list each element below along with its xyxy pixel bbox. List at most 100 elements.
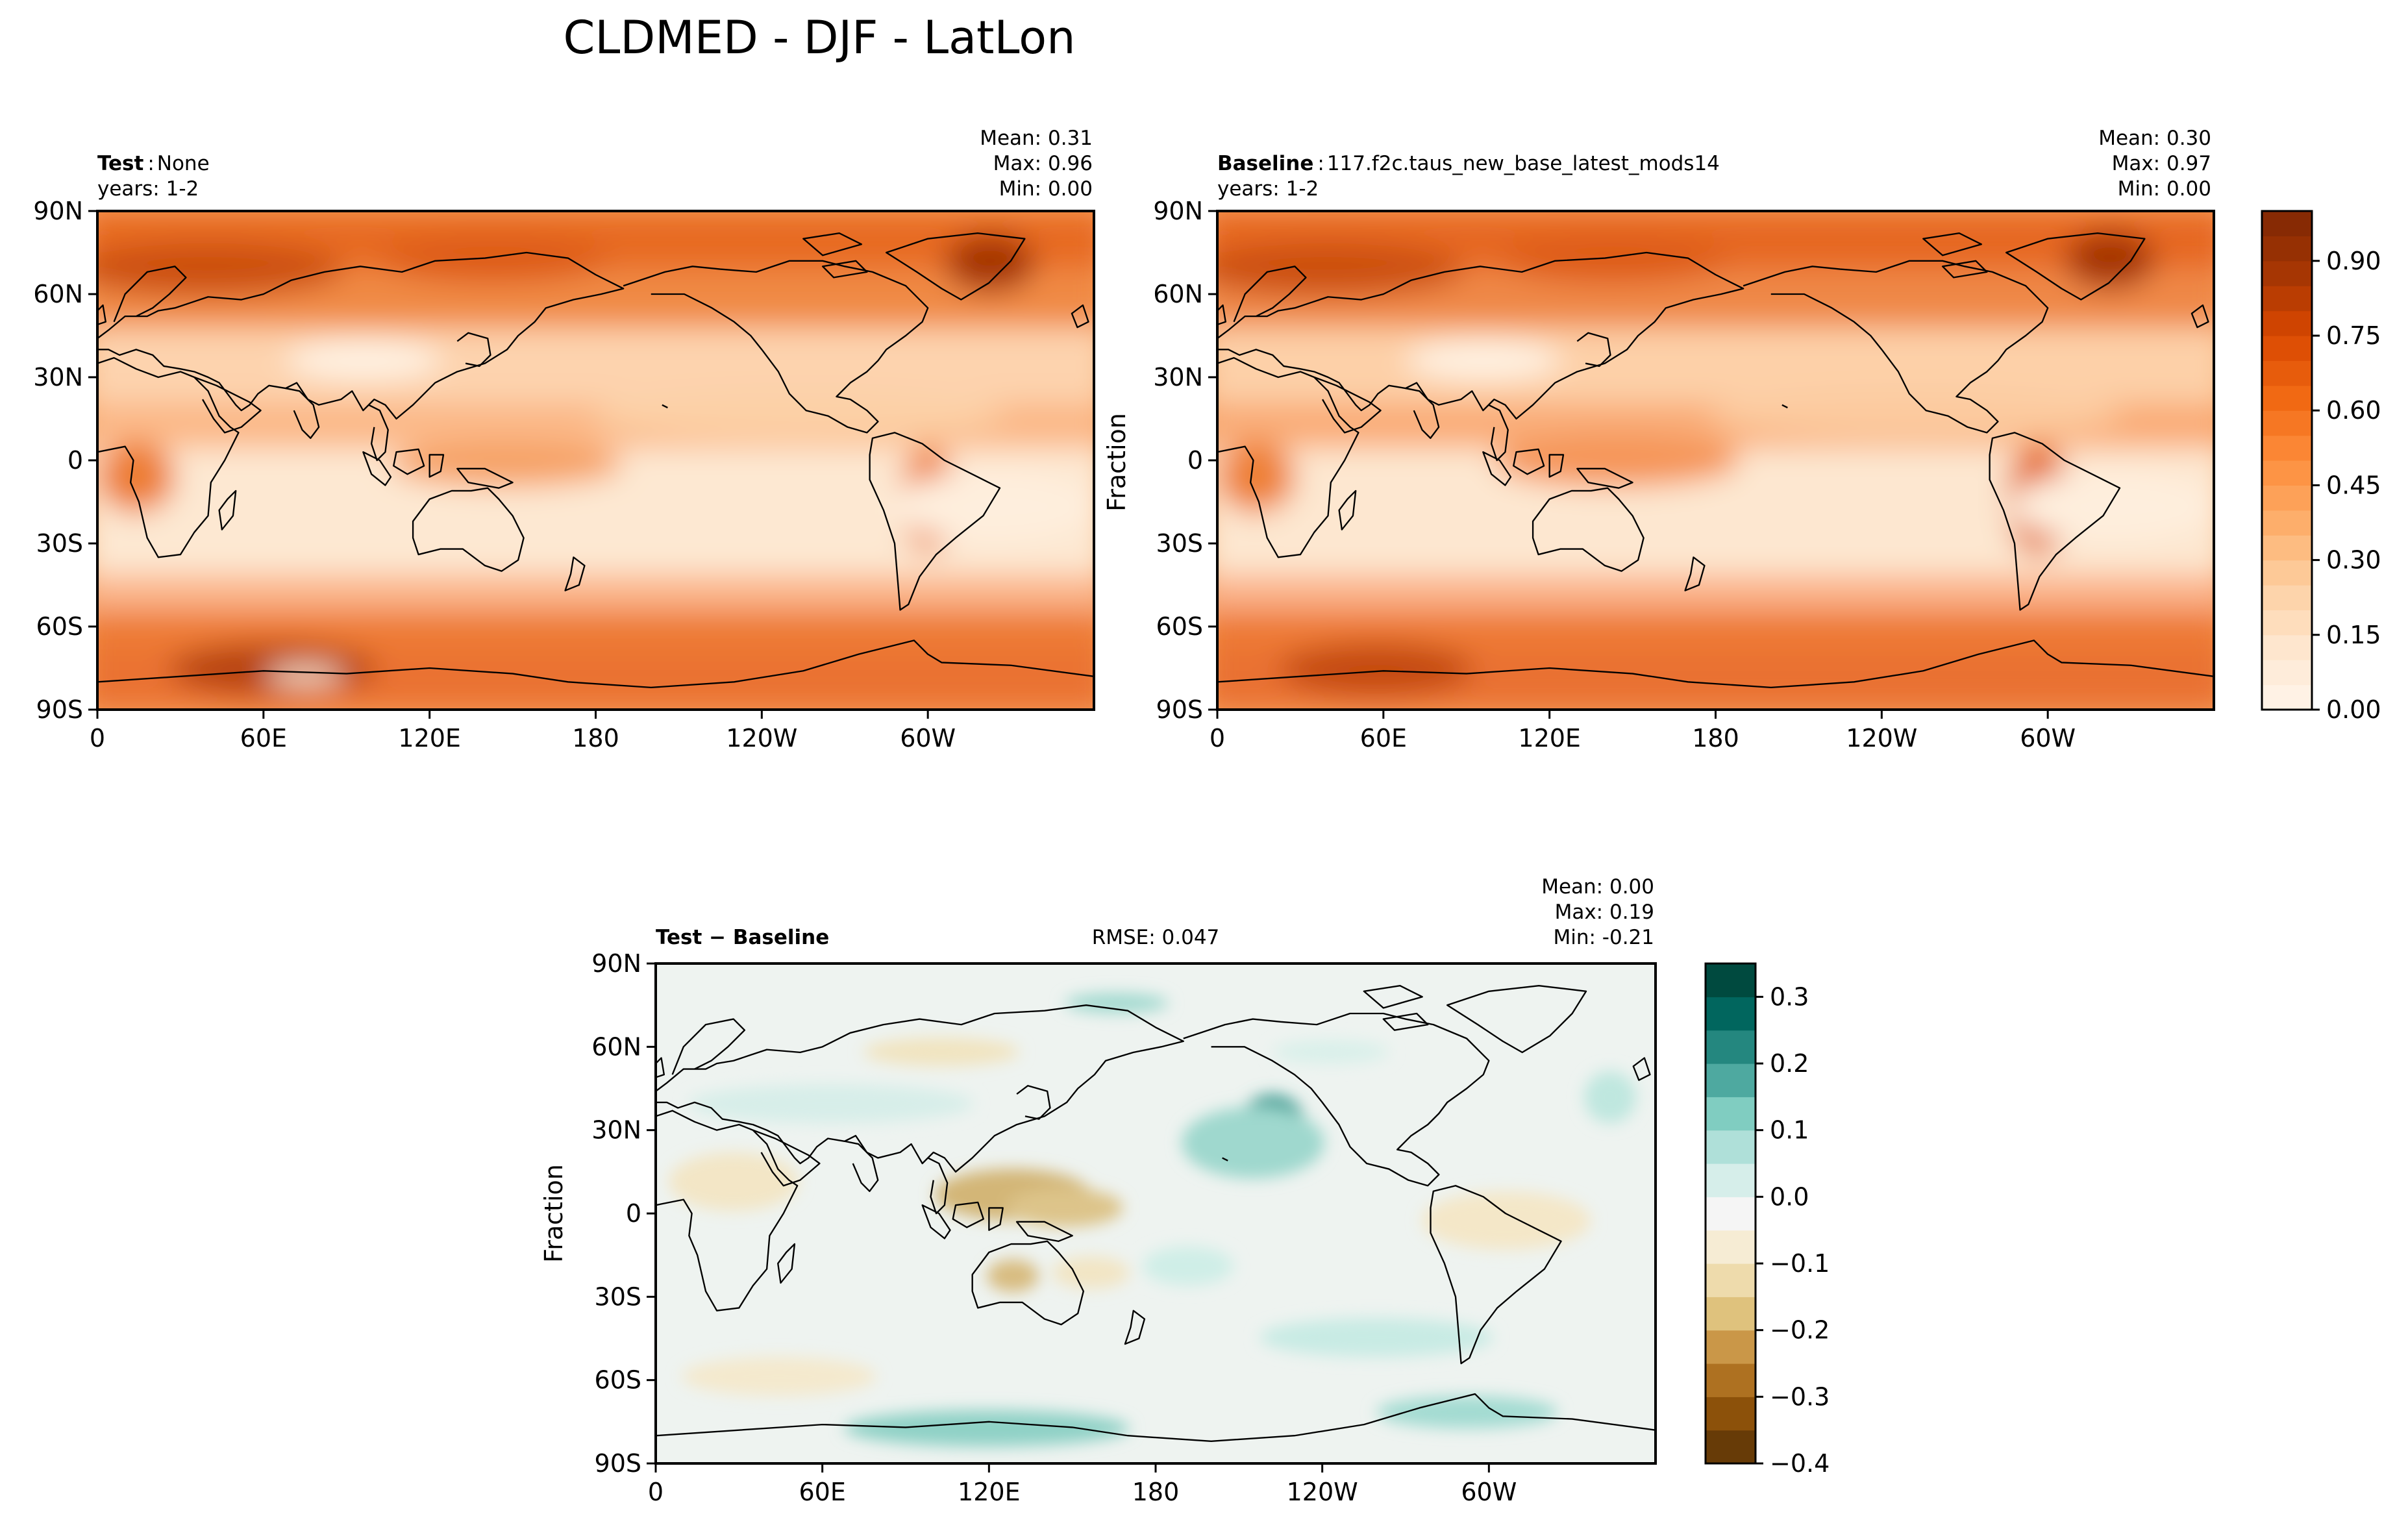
test-xtick-label: 180 bbox=[572, 724, 619, 752]
test-xtick-label: 60W bbox=[900, 724, 956, 752]
baseline-header: Baseline:117.f2c.taus_new_base_latest_mo… bbox=[1102, 127, 2211, 512]
fraction-colorbar-level bbox=[2262, 485, 2312, 511]
difference-colorbar-tick-label: 0.2 bbox=[1770, 1049, 1809, 1078]
baseline-xtick-label: 120E bbox=[1518, 724, 1581, 752]
difference-colorbar-level bbox=[1706, 1430, 1756, 1464]
fraction-colorbar-level bbox=[2262, 260, 2312, 286]
test-xtick-label: 120W bbox=[726, 724, 797, 752]
difference-ytick-label: 60N bbox=[591, 1032, 641, 1061]
difference-axes: 0 60E 120E 180 120W 60W 90S 60S 30S 0 30N 60N 90N bbox=[591, 949, 1517, 1506]
test-field bbox=[97, 211, 1094, 710]
difference-colorbar-tick-label: 0.3 bbox=[1770, 982, 1809, 1011]
baseline-ytick-label: 0 bbox=[1187, 446, 1203, 475]
difference-colorbar-level bbox=[1706, 1097, 1756, 1131]
baseline-mean: Mean: 0.30 bbox=[2098, 127, 2211, 150]
difference-ytick-label: 90N bbox=[591, 949, 641, 978]
fraction-colorbar-level bbox=[2262, 410, 2312, 436]
fraction-colorbar-level bbox=[2262, 360, 2312, 386]
difference-panel bbox=[654, 962, 1657, 1465]
difference-colorbar-level bbox=[1706, 1030, 1756, 1064]
fraction-colorbar-tick-label: 0.60 bbox=[2326, 396, 2381, 425]
fraction-colorbar: 0.00 0.15 0.30 0.45 0.60 0.75 0.90 bbox=[2261, 210, 2381, 724]
difference-xtick-label: 180 bbox=[1132, 1478, 1180, 1506]
fraction-colorbar-level bbox=[2262, 236, 2312, 262]
baseline-axes: 0 60E 120E 180 120W 60W 90S 60S 30S 0 30N 60N 90N bbox=[1153, 197, 2076, 752]
baseline-ylabel: Fraction bbox=[1102, 413, 1131, 512]
difference-ytick-label: 0 bbox=[626, 1199, 641, 1228]
fraction-colorbar-level bbox=[2262, 660, 2312, 686]
difference-colorbar-tick-label: 0.0 bbox=[1770, 1182, 1809, 1211]
difference-ytick-label: 30S bbox=[595, 1282, 641, 1311]
difference-label: Test − Baseline bbox=[656, 926, 829, 949]
difference-header: Test − Baseline RMSE: 0.047 Mean: 0.00 M… bbox=[540, 875, 1654, 1263]
baseline-ytick-label: 30N bbox=[1153, 363, 1203, 392]
difference-field bbox=[656, 963, 1656, 1463]
baseline-sep: : bbox=[1317, 152, 1324, 175]
figure-title: CLDMED - DJF - LatLon bbox=[564, 11, 1076, 64]
fraction-colorbar-frame bbox=[2261, 210, 2313, 711]
difference-colorbar-level bbox=[1706, 1330, 1756, 1364]
difference-ytick-label: 30N bbox=[591, 1116, 641, 1145]
baseline-ytick-label: 30S bbox=[1156, 529, 1203, 558]
fraction-colorbar-level bbox=[2262, 634, 2312, 660]
fraction-colorbar-level bbox=[2262, 435, 2312, 461]
test-axes: 0 60E 120E 180 120W 60W 90S 60S 30S 0 30N 60N 90N bbox=[33, 197, 956, 752]
fraction-colorbar-level bbox=[2262, 684, 2312, 710]
test-panel bbox=[96, 210, 1095, 711]
difference-ytick-label: 90S bbox=[595, 1449, 641, 1478]
difference-colorbar-level bbox=[1706, 1397, 1756, 1431]
difference-min: Min: -0.21 bbox=[1553, 926, 1654, 949]
test-xtick-label: 0 bbox=[90, 724, 105, 752]
fraction-colorbar-level bbox=[2262, 385, 2312, 411]
svg-text:Test:None: Test: None bbox=[97, 152, 210, 175]
test-years: years: 1-2 bbox=[97, 177, 199, 201]
difference-colorbar-level bbox=[1706, 1297, 1756, 1331]
baseline-xtick-label: 60E bbox=[1360, 724, 1407, 752]
test-header: Test: None years: 1-2 Mean: 0.31 Max: 0.9… bbox=[97, 127, 1093, 201]
test-case-name: None bbox=[157, 152, 210, 175]
difference-mean: Mean: 0.00 bbox=[1541, 875, 1654, 899]
fraction-colorbar-level bbox=[2262, 310, 2312, 336]
difference-colorbar-tick-label: −0.4 bbox=[1770, 1449, 1830, 1478]
test-xtick-label: 120E bbox=[398, 724, 461, 752]
fraction-colorbar-tick-label: 0.90 bbox=[2326, 247, 2381, 275]
test-ytick-label: 30S bbox=[36, 529, 83, 558]
difference-colorbar-tick-label: 0.1 bbox=[1770, 1116, 1809, 1145]
test-ytick-label: 90N bbox=[33, 197, 83, 225]
fraction-colorbar-tick-label: 0.00 bbox=[2326, 695, 2381, 724]
test-ytick-label: 60S bbox=[36, 612, 83, 641]
test-ytick-label: 90S bbox=[36, 695, 83, 724]
test-max: Max: 0.96 bbox=[993, 152, 1093, 175]
baseline-years: years: 1-2 bbox=[1217, 177, 1319, 201]
svg-text:Baseline:117.f2c.taus_new_base: Baseline:117.f2c.taus_new_base_latest_mo… bbox=[1217, 152, 1720, 175]
fraction-colorbar-level bbox=[2262, 560, 2312, 586]
baseline-field bbox=[1217, 211, 2214, 710]
fraction-colorbar-level bbox=[2262, 336, 2312, 361]
baseline-xtick-label: 120W bbox=[1846, 724, 1917, 752]
fraction-colorbar-tick-label: 0.75 bbox=[2326, 321, 2381, 350]
test-min: Min: 0.00 bbox=[999, 177, 1093, 201]
test-ytick-label: 0 bbox=[68, 446, 83, 475]
difference-colorbar-tick-label: −0.3 bbox=[1770, 1382, 1830, 1411]
difference-max: Max: 0.19 bbox=[1555, 901, 1654, 924]
baseline-ytick-label: 60N bbox=[1153, 280, 1203, 308]
baseline-ytick-label: 90N bbox=[1153, 197, 1203, 225]
difference-colorbar-level bbox=[1706, 1063, 1756, 1097]
fraction-colorbar-level bbox=[2262, 610, 2312, 636]
fraction-colorbar-level bbox=[2262, 585, 2312, 610]
difference-colorbar-tick-label: −0.1 bbox=[1770, 1249, 1830, 1278]
difference-xtick-label: 0 bbox=[648, 1478, 664, 1506]
difference-xtick-label: 60W bbox=[1461, 1478, 1517, 1506]
test-mean: Mean: 0.31 bbox=[980, 127, 1093, 150]
difference-ylabel: Fraction bbox=[540, 1164, 568, 1263]
fraction-colorbar-level bbox=[2262, 211, 2312, 236]
difference-colorbar-tick-label: −0.2 bbox=[1770, 1316, 1830, 1345]
fraction-colorbar-tick-label: 0.45 bbox=[2326, 471, 2381, 499]
baseline-xtick-label: 60W bbox=[2020, 724, 2076, 752]
fraction-colorbar-level bbox=[2262, 510, 2312, 536]
difference-colorbar-level bbox=[1706, 1263, 1756, 1297]
difference-colorbar-level bbox=[1706, 997, 1756, 1031]
baseline-label: Baseline bbox=[1217, 152, 1313, 175]
baseline-ytick-label: 60S bbox=[1156, 612, 1203, 641]
